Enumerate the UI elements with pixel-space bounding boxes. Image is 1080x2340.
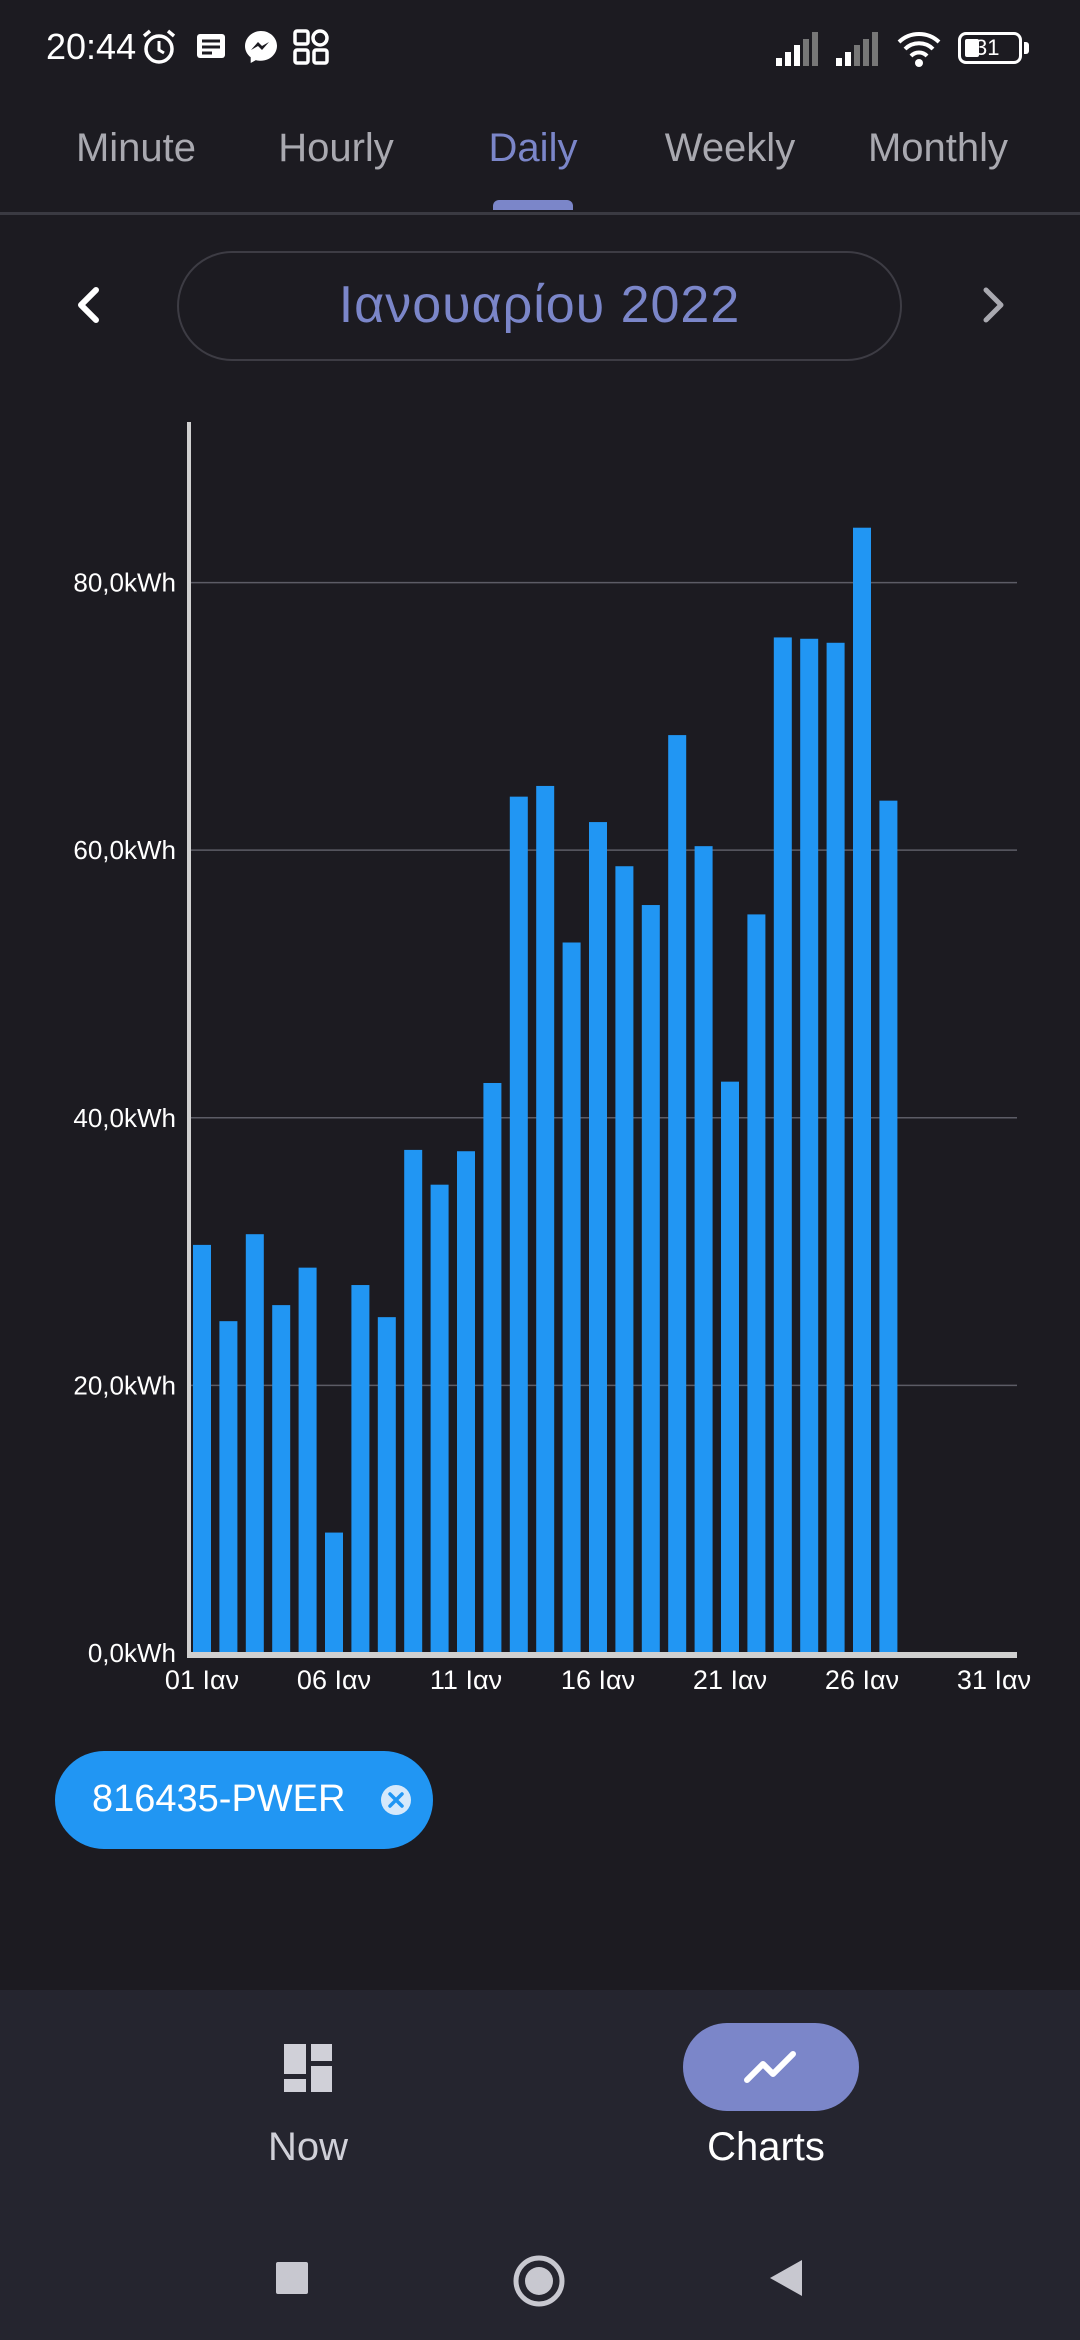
dashboard-icon [284, 2044, 332, 2092]
tab-minute[interactable]: Minute [75, 126, 197, 170]
y-tick-label: 20,0kWh [73, 1370, 176, 1400]
nav-charts[interactable]: Charts [616, 1990, 916, 2190]
bar-day-26 [853, 527, 871, 1653]
bar-day-16 [589, 822, 607, 1653]
bar-day-14 [536, 785, 555, 1653]
month-title: Ιανουαρίου 2022 [338, 276, 741, 334]
chevron-left-icon[interactable] [54, 270, 124, 340]
apps-icon [293, 29, 329, 65]
bar-day-20 [694, 846, 713, 1653]
bar-day-17 [615, 866, 634, 1653]
x-tick-label: 26 Ιαν [825, 1665, 899, 1695]
bar-day-19 [668, 735, 687, 1653]
bottom-navigation: Now Charts [0, 1990, 1080, 2340]
series-chip-label: 816435-PWER [92, 1778, 346, 1820]
nav-now[interactable]: Now [158, 1990, 458, 2190]
bar-day-6 [325, 1532, 343, 1653]
bar-day-13 [509, 796, 528, 1653]
y-tick-label: 80,0kWh [73, 568, 176, 598]
x-tick-label: 21 Ιαν [693, 1665, 767, 1695]
x-tick-label: 11 Ιαν [430, 1665, 502, 1695]
x-tick-label: 06 Ιαν [297, 1665, 371, 1695]
month-selector[interactable]: Ιανουαρίου 2022 [177, 251, 902, 361]
messenger-icon [245, 31, 277, 63]
bar-day-23 [773, 637, 792, 1653]
bar-day-2 [219, 1321, 238, 1653]
bar-day-25 [826, 642, 845, 1653]
status-time: 20:44 [46, 26, 137, 67]
y-tick-label: 40,0kWh [73, 1103, 176, 1133]
close-circle-icon[interactable] [377, 1781, 415, 1819]
period-tabs: Minute Hourly Daily Weekly Monthly [0, 96, 1080, 215]
bar-day-7 [351, 1285, 370, 1653]
status-bar: 20:44 31 [0, 0, 1080, 96]
series-chip[interactable]: 816435-PWER [55, 1751, 433, 1849]
bar-day-11 [457, 1151, 475, 1653]
bar-day-5 [298, 1267, 317, 1653]
tab-daily[interactable]: Daily [488, 126, 578, 170]
bar-day-12 [483, 1082, 502, 1653]
signal-icon [836, 32, 878, 66]
signal-icon [776, 32, 818, 66]
tab-weekly[interactable]: Weekly [664, 126, 796, 170]
tab-hourly[interactable]: Hourly [278, 126, 394, 170]
x-tick-label: 16 Ιαν [561, 1665, 635, 1695]
bar-day-27 [879, 800, 898, 1653]
battery-level: 31 [975, 35, 1000, 60]
bar-day-10 [430, 1184, 449, 1653]
notification-icon [197, 34, 225, 58]
bar-day-15 [562, 942, 581, 1653]
back-triangle-icon[interactable] [764, 2256, 808, 2300]
bar-day-21 [721, 1081, 739, 1653]
bar-day-9 [404, 1149, 423, 1653]
wifi-icon [897, 32, 941, 67]
bar-day-22 [747, 914, 766, 1653]
nav-now-label: Now [267, 2125, 349, 2169]
nav-charts-label: Charts [707, 2125, 825, 2169]
x-tick-label: 31 Ιαν [957, 1665, 1031, 1695]
active-tab-indicator [493, 200, 573, 210]
bar-day-24 [800, 638, 819, 1653]
bar-day-4 [272, 1305, 291, 1653]
bar-day-3 [245, 1234, 264, 1653]
trending-up-icon [744, 2051, 796, 2083]
x-tick-label: 01 Ιαν [165, 1665, 239, 1695]
tab-monthly[interactable]: Monthly [867, 126, 1009, 170]
bar-day-1 [193, 1244, 211, 1653]
battery-tip [1024, 42, 1029, 54]
recents-square-icon[interactable] [272, 2258, 312, 2298]
alarm-icon [142, 29, 176, 64]
y-tick-label: 0,0kWh [88, 1638, 176, 1668]
daily-energy-chart: 0,0kWh 20,0kWh 40,0kWh 60,0kWh 80,0kWh 01 Ιαν… [73, 422, 1031, 1695]
nav-active-indicator [683, 2023, 859, 2111]
y-tick-label: 60,0kWh [73, 835, 176, 865]
bar-day-8 [377, 1317, 396, 1653]
home-circle-icon[interactable] [511, 2253, 567, 2309]
bar-day-18 [641, 905, 660, 1653]
chevron-right-icon[interactable] [958, 270, 1028, 340]
battery-icon: 31 [958, 32, 1022, 64]
